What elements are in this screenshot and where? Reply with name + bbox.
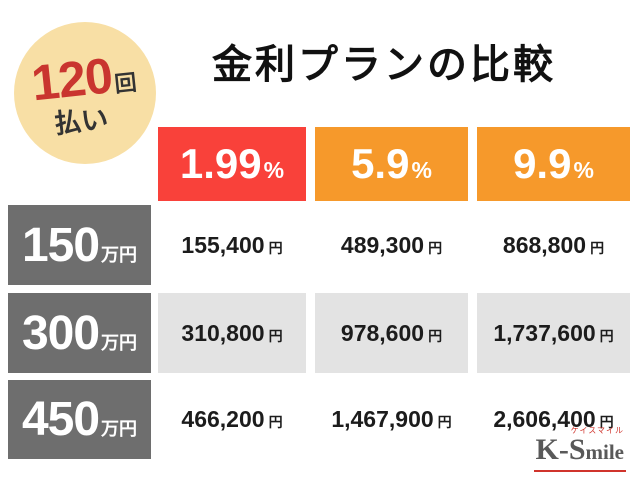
amount-unit: 万円 (101, 332, 138, 353)
table-cell-r1c2: 489,300 円 (315, 205, 468, 285)
table-cell-r2c2: 978,600 円 (315, 293, 468, 373)
amount-header-150: 150 万円 (8, 205, 151, 285)
logo-kana-text: ケイスマイル (570, 426, 624, 435)
rate-header-1: 1.99 % (158, 127, 306, 201)
yen-suffix: 円 (268, 327, 283, 344)
ksmile-logo: ケイスマイル K-S mile (533, 426, 626, 472)
amount-value: 150 (21, 218, 100, 272)
percent-suffix: % (411, 157, 432, 183)
table-cell-r3c3: 2,606,400 円 (477, 380, 630, 459)
yen-suffix: 円 (428, 327, 443, 344)
cell-value: 310,800 (181, 319, 265, 346)
rate-value: 5.9 (351, 140, 410, 187)
cell-value: 868,800 (502, 231, 587, 258)
yen-suffix: 円 (590, 239, 605, 256)
table-cell-r3c2: 1,467,900 円 (315, 380, 468, 459)
table-cell-r2c1: 310,800 円 (158, 293, 306, 373)
rate-header-3: 9.9 % (477, 127, 630, 201)
yen-suffix: 円 (268, 239, 283, 256)
amount-unit: 万円 (101, 419, 138, 439)
table-cell-r2c3: 1,737,600 円 (477, 293, 630, 373)
yen-suffix: 円 (599, 414, 614, 430)
cell-value: 466,200 (181, 406, 265, 432)
table-cell-r3c1: 466,200 円 (158, 380, 306, 459)
cell-value: 978,600 (340, 319, 425, 346)
ksmile-logo-lockup: ケイスマイル K-S mile (533, 426, 626, 472)
cell-value: 155,400 (181, 231, 265, 258)
rate-header-2: 5.9 % (315, 127, 468, 201)
page-title: 金利プランの比較 (212, 43, 556, 87)
installments-badge: 120 回 払い (14, 22, 156, 164)
installments-badge-text: 120 回 払い (29, 46, 142, 139)
yen-suffix: 円 (268, 414, 283, 430)
percent-suffix: % (263, 157, 285, 183)
amount-header-300: 300 万円 (8, 293, 151, 373)
rate-value: 1.99 (179, 140, 262, 187)
amount-unit: 万円 (101, 244, 138, 265)
percent-suffix: % (573, 157, 594, 183)
table-cell-r1c1: 155,400 円 (158, 205, 306, 285)
badge-unit: 回 (113, 69, 138, 97)
amount-value: 300 (21, 306, 100, 360)
badge-number: 120 (28, 46, 115, 111)
rate-value: 9.9 (513, 140, 572, 187)
yen-suffix: 円 (599, 327, 614, 344)
logo-suffix-text: mile (585, 440, 624, 464)
amount-header-450: 450 万円 (8, 380, 151, 459)
amount-value: 450 (21, 393, 100, 446)
cell-value: 1,737,600 (493, 319, 596, 346)
cell-value: 2,606,400 (493, 406, 596, 432)
yen-suffix: 円 (437, 414, 452, 430)
table-cell-r1c3: 868,800 円 (477, 205, 630, 285)
yen-suffix: 円 (428, 239, 443, 256)
cell-value: 1,467,900 (331, 406, 434, 432)
cell-value: 489,300 (340, 231, 425, 258)
logo-prefix-text: K-S (535, 433, 586, 466)
